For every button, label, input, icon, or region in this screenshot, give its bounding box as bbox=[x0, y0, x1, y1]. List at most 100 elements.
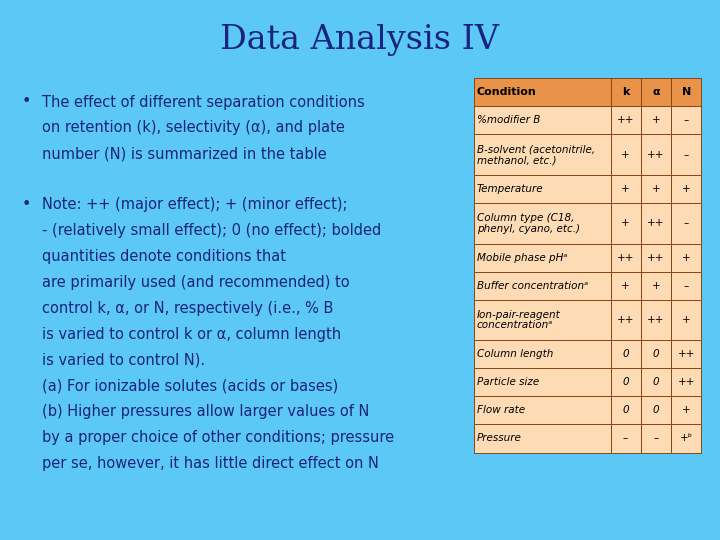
Text: Note: ++ (major effect); + (minor effect);: Note: ++ (major effect); + (minor effect… bbox=[42, 197, 347, 212]
Bar bbox=[641, 424, 671, 453]
Text: 0: 0 bbox=[622, 406, 629, 415]
Text: –: – bbox=[653, 434, 659, 443]
Bar bbox=[671, 424, 701, 453]
Bar bbox=[474, 244, 611, 272]
Text: (b) Higher pressures allow larger values of N: (b) Higher pressures allow larger values… bbox=[42, 404, 369, 420]
Text: –: – bbox=[683, 116, 689, 125]
Text: ++: ++ bbox=[617, 315, 634, 325]
Text: 0: 0 bbox=[652, 406, 660, 415]
Bar bbox=[671, 300, 701, 340]
Bar bbox=[474, 368, 611, 396]
Text: 0: 0 bbox=[652, 377, 660, 387]
Bar bbox=[611, 175, 641, 203]
Bar bbox=[671, 78, 701, 106]
Bar bbox=[641, 272, 671, 300]
Text: +: + bbox=[621, 184, 630, 194]
Text: Column type (C18,
phenyl, cyano, etc.): Column type (C18, phenyl, cyano, etc.) bbox=[477, 213, 580, 234]
Bar bbox=[671, 368, 701, 396]
Text: %modifier B: %modifier B bbox=[477, 116, 540, 125]
Text: ++: ++ bbox=[678, 349, 695, 359]
Bar bbox=[611, 368, 641, 396]
Text: 0: 0 bbox=[622, 377, 629, 387]
Text: control k, α, or N, respectively (i.e., % B: control k, α, or N, respectively (i.e., … bbox=[42, 301, 333, 316]
Text: ++: ++ bbox=[678, 377, 695, 387]
Text: Data Analysis IV: Data Analysis IV bbox=[220, 24, 500, 56]
Text: +: + bbox=[621, 150, 630, 160]
Bar bbox=[474, 203, 611, 244]
Text: +: + bbox=[652, 281, 660, 291]
Bar bbox=[611, 300, 641, 340]
Bar bbox=[641, 106, 671, 134]
Bar bbox=[474, 396, 611, 424]
Text: B-solvent (acetonitrile,
methanol, etc.): B-solvent (acetonitrile, methanol, etc.) bbox=[477, 144, 595, 165]
Text: +ᵇ: +ᵇ bbox=[680, 434, 693, 443]
Text: are primarily used (and recommended) to: are primarily used (and recommended) to bbox=[42, 275, 349, 290]
Text: –: – bbox=[623, 434, 629, 443]
Text: number (N) is summarized in the table: number (N) is summarized in the table bbox=[42, 146, 326, 161]
Text: (a) For ionizable solutes (acids or bases): (a) For ionizable solutes (acids or base… bbox=[42, 379, 338, 394]
Text: +: + bbox=[682, 184, 690, 194]
Bar bbox=[474, 424, 611, 453]
Bar bbox=[611, 244, 641, 272]
Text: is varied to control N).: is varied to control N). bbox=[42, 353, 205, 368]
Text: •: • bbox=[22, 94, 31, 110]
Text: –: – bbox=[683, 218, 689, 228]
Bar bbox=[641, 396, 671, 424]
Text: ++: ++ bbox=[647, 315, 665, 325]
Text: +: + bbox=[682, 253, 690, 262]
Bar bbox=[611, 134, 641, 175]
Text: Ion-pair-reagent
concentrationᵃ: Ion-pair-reagent concentrationᵃ bbox=[477, 309, 560, 330]
Bar bbox=[474, 272, 611, 300]
Bar bbox=[474, 106, 611, 134]
Bar bbox=[474, 134, 611, 175]
Bar bbox=[611, 340, 641, 368]
Bar bbox=[641, 244, 671, 272]
Text: is varied to control k or α, column length: is varied to control k or α, column leng… bbox=[42, 327, 341, 342]
Text: •: • bbox=[22, 197, 31, 212]
Text: +: + bbox=[652, 184, 660, 194]
Bar bbox=[611, 396, 641, 424]
Text: k: k bbox=[622, 87, 629, 97]
Bar bbox=[671, 340, 701, 368]
Bar bbox=[641, 175, 671, 203]
Text: Temperature: Temperature bbox=[477, 184, 544, 194]
Text: The effect of different separation conditions: The effect of different separation condi… bbox=[42, 94, 364, 110]
Text: ++: ++ bbox=[617, 253, 634, 262]
Text: on retention (k), selectivity (α), and plate: on retention (k), selectivity (α), and p… bbox=[42, 120, 345, 136]
Bar bbox=[641, 78, 671, 106]
Bar bbox=[671, 396, 701, 424]
Text: ++: ++ bbox=[647, 218, 665, 228]
Text: - (relatively small effect); 0 (no effect); bolded: - (relatively small effect); 0 (no effec… bbox=[42, 223, 381, 238]
Bar bbox=[641, 203, 671, 244]
Text: ++: ++ bbox=[647, 253, 665, 262]
Bar bbox=[641, 134, 671, 175]
Text: –: – bbox=[683, 150, 689, 160]
Text: +: + bbox=[621, 281, 630, 291]
Text: +: + bbox=[652, 116, 660, 125]
Bar bbox=[671, 272, 701, 300]
Text: Particle size: Particle size bbox=[477, 377, 539, 387]
Bar bbox=[611, 106, 641, 134]
Bar bbox=[474, 300, 611, 340]
Text: α: α bbox=[652, 87, 660, 97]
Text: –: – bbox=[683, 281, 689, 291]
Text: N: N bbox=[682, 87, 690, 97]
Text: ++: ++ bbox=[647, 150, 665, 160]
Bar bbox=[611, 78, 641, 106]
Text: Buffer concentrationᵃ: Buffer concentrationᵃ bbox=[477, 281, 588, 291]
Text: +: + bbox=[621, 218, 630, 228]
Bar bbox=[641, 300, 671, 340]
Bar bbox=[611, 424, 641, 453]
Text: by a proper choice of other conditions; pressure: by a proper choice of other conditions; … bbox=[42, 430, 394, 445]
Text: Pressure: Pressure bbox=[477, 434, 521, 443]
Text: +: + bbox=[682, 406, 690, 415]
Text: Mobile phase pHᵃ: Mobile phase pHᵃ bbox=[477, 253, 567, 262]
Text: Condition: Condition bbox=[477, 87, 536, 97]
Bar bbox=[474, 175, 611, 203]
Bar bbox=[611, 203, 641, 244]
Text: 0: 0 bbox=[652, 349, 660, 359]
Text: 0: 0 bbox=[622, 349, 629, 359]
Text: Flow rate: Flow rate bbox=[477, 406, 525, 415]
Bar bbox=[671, 106, 701, 134]
Text: Column length: Column length bbox=[477, 349, 553, 359]
